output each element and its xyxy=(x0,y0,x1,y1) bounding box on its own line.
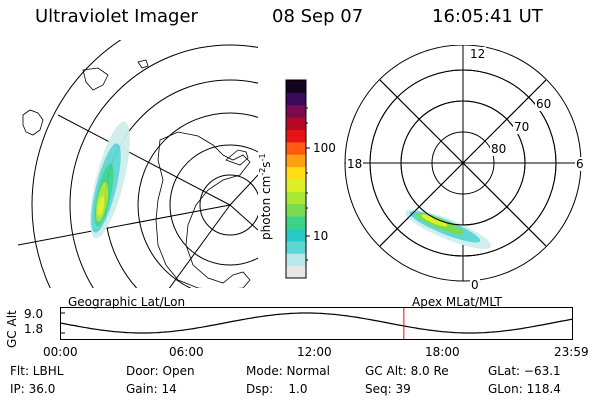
meridian-line xyxy=(229,174,258,206)
altitude-plot xyxy=(60,307,573,340)
time-label: 16:05:41 UT xyxy=(432,6,543,27)
mode-label: Mode: Normal xyxy=(246,364,330,378)
geographic-map xyxy=(18,40,258,288)
xtick-2359: 23:59 xyxy=(554,345,589,359)
meridian-line xyxy=(57,114,231,206)
door-label: Door: Open xyxy=(126,364,195,378)
mlt-label-12: 12 xyxy=(469,47,487,61)
meridian-line xyxy=(168,204,231,288)
lat-circle xyxy=(137,112,258,288)
colorbar-band xyxy=(286,179,306,192)
xtick-1800: 18:00 xyxy=(425,345,460,359)
colorbar-tick-10: 10 xyxy=(313,229,329,243)
coastline xyxy=(137,59,149,69)
coastline xyxy=(82,67,109,91)
magnetic-polar-plot xyxy=(344,45,582,282)
mlat-label-80: 80 xyxy=(490,142,508,156)
lat-circle xyxy=(199,174,258,236)
colorbar-band xyxy=(286,265,306,279)
geo-panel-label: Geographic Lat/Lon xyxy=(68,295,186,309)
instrument-title: Ultraviolet Imager xyxy=(35,6,198,27)
mlt-label-0: 0 xyxy=(470,278,480,292)
mlt-label-6: 6 xyxy=(575,157,585,171)
colorbar-band xyxy=(286,104,306,118)
lat-circle xyxy=(69,44,258,288)
colorbar-band xyxy=(286,216,306,229)
date-label: 08 Sep 07 xyxy=(272,6,364,27)
colorbar-gradient xyxy=(286,80,306,279)
colorbar-tick-100: 100 xyxy=(313,141,336,155)
mag-panel-label: Apex MLat/MLT xyxy=(412,295,502,309)
coastline xyxy=(155,131,251,288)
polar-aurora xyxy=(405,209,491,249)
altitude-curve xyxy=(60,312,573,334)
lat-circle xyxy=(104,79,258,288)
xtick-0600: 06:00 xyxy=(169,345,204,359)
xtick-1200: 12:00 xyxy=(297,345,332,359)
colorbar-band xyxy=(286,129,306,143)
lat-circle xyxy=(31,40,122,288)
colorbar-band xyxy=(286,253,306,267)
dsp-label: Dsp: 1.0 xyxy=(246,382,308,396)
colorbar-band xyxy=(286,166,306,180)
colorbar-band xyxy=(286,228,306,242)
coastline xyxy=(225,149,249,166)
meridian-line xyxy=(18,204,231,246)
xtick-0000: 00:00 xyxy=(43,345,78,359)
altitude-ylabel: GC Alt xyxy=(5,310,19,348)
colorbar-band xyxy=(286,80,306,93)
mlat-label-70: 70 xyxy=(513,120,531,134)
gain-label: Gain: 14 xyxy=(126,382,177,396)
gc-alt-label: GC Alt: 8.0 Re xyxy=(365,364,449,378)
sequence-label: Seq: 39 xyxy=(365,382,411,396)
mlat-label-60: 60 xyxy=(535,97,553,111)
mlt-label-18: 18 xyxy=(346,157,364,171)
colorbar xyxy=(285,79,310,279)
colorbar-band xyxy=(286,141,306,155)
ip-label: IP: 36.0 xyxy=(10,382,56,396)
colorbar-band xyxy=(286,203,306,217)
meridian-line xyxy=(229,204,258,231)
colorbar-unit-label: photon cm-2s-1 xyxy=(258,153,273,240)
colorbar-band xyxy=(286,240,306,254)
aurora-arc xyxy=(90,121,130,239)
colorbar-band xyxy=(286,92,306,106)
altitude-ytick-1-8: 1.8 xyxy=(24,322,44,336)
colorbar-band xyxy=(286,117,306,130)
glat-label: GLat: −63.1 xyxy=(488,364,561,378)
lat-circle xyxy=(169,144,258,266)
coastline xyxy=(22,109,44,136)
altitude-ytick-9: 9.0 xyxy=(24,307,44,321)
colorbar-minor-ticks xyxy=(306,107,308,261)
colorbar-band xyxy=(286,191,306,205)
glon-label: GLon: 118.4 xyxy=(488,382,561,396)
filter-label: Flt: LBHL xyxy=(10,364,64,378)
colorbar-band xyxy=(286,154,306,168)
